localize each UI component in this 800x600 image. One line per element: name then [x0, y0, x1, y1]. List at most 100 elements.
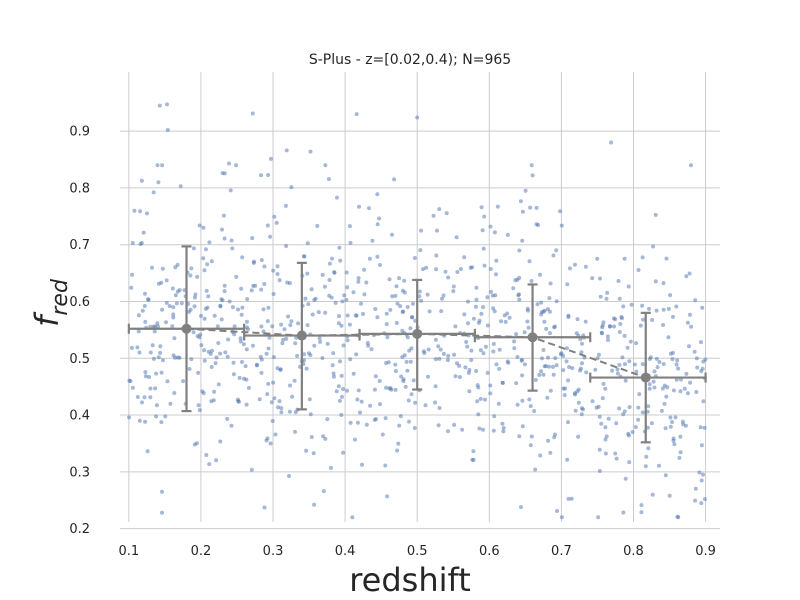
x-tick-label: 0.1 — [118, 544, 139, 559]
scatter-point — [388, 386, 393, 391]
scatter-point — [538, 453, 543, 458]
scatter-point — [128, 379, 133, 384]
scatter-point — [689, 163, 693, 168]
y-tick-label: 0.9 — [69, 125, 90, 140]
scatter-point — [155, 163, 160, 168]
scatter-point — [497, 366, 502, 371]
scatter-point — [373, 374, 378, 379]
scatter-point — [279, 410, 284, 415]
scatter-point — [202, 358, 207, 363]
scatter-point — [627, 359, 632, 364]
scatter-point — [694, 390, 699, 394]
scatter-point — [249, 467, 254, 472]
scatter-point — [684, 274, 689, 279]
scatter-point — [693, 498, 698, 503]
scatter-point — [323, 436, 328, 441]
scatter-point — [703, 357, 708, 362]
scatter-point — [174, 301, 179, 306]
scatter-point — [375, 222, 380, 227]
scatter-point — [284, 244, 289, 248]
scatter-point — [354, 112, 359, 117]
scatter-point — [534, 222, 539, 227]
scatter-point — [458, 267, 463, 271]
scatter-point — [181, 379, 186, 384]
scatter-point — [163, 414, 168, 419]
scatter-point — [408, 326, 413, 331]
scatter-point — [383, 463, 388, 468]
scatter-point — [272, 396, 277, 401]
scatter-point — [317, 336, 322, 341]
scatter-point — [202, 348, 207, 353]
scatter-point — [364, 422, 369, 427]
scatter-point — [339, 323, 344, 328]
scatter-point — [259, 173, 263, 178]
scatter-point — [192, 304, 197, 309]
scatter-point — [622, 333, 627, 338]
scatter-point — [481, 351, 486, 356]
scatter-point — [259, 287, 264, 292]
scatter-point — [344, 297, 349, 302]
scatter-point — [499, 319, 503, 324]
scatter-point — [605, 290, 610, 295]
scatter-point — [693, 486, 698, 491]
scatter-point — [213, 361, 218, 366]
scatter-point — [375, 315, 380, 320]
scatter-point — [405, 335, 410, 340]
scatter-point — [284, 148, 289, 153]
scatter-point — [277, 399, 282, 404]
scatter-point — [148, 350, 153, 355]
scatter-point — [661, 323, 666, 327]
scatter-point — [584, 370, 589, 375]
scatter-point — [321, 434, 326, 439]
scatter-point — [516, 293, 521, 298]
scatter-point — [330, 363, 335, 368]
scatter-point — [331, 351, 336, 356]
scatter-point — [419, 228, 424, 233]
scatter-point — [264, 351, 269, 356]
scatter-point — [305, 241, 310, 246]
binned-point — [127, 245, 246, 413]
scatter-point — [590, 276, 595, 281]
scatter-point — [322, 284, 327, 289]
scatter-point — [384, 311, 389, 316]
scatter-point — [337, 314, 342, 319]
scatter-point — [542, 364, 547, 369]
scatter-point — [412, 256, 417, 260]
scatter-point — [431, 213, 436, 218]
scatter-point — [623, 476, 628, 481]
scatter-point — [351, 371, 356, 376]
scatter-point — [408, 359, 413, 364]
scatter-point — [145, 449, 150, 454]
x-tick-label: 0.5 — [407, 544, 428, 559]
scatter-point — [304, 366, 309, 371]
scatter-point — [209, 399, 214, 404]
scatter-point — [249, 288, 254, 293]
scatter-point — [668, 293, 673, 298]
scatter-point — [240, 255, 245, 260]
scatter-point — [528, 404, 533, 409]
scatter-point — [168, 401, 173, 406]
x-tick-label: 0.9 — [695, 544, 716, 559]
scatter-point — [156, 355, 161, 360]
scatter-point — [471, 316, 476, 321]
scatter-point — [568, 266, 572, 271]
scatter-point — [347, 224, 352, 229]
scatter-point — [474, 285, 479, 290]
scatter-point — [355, 420, 360, 425]
scatter-point — [265, 319, 270, 324]
scatter-point — [437, 406, 442, 410]
scatter-point — [662, 383, 667, 388]
scatter-point — [455, 270, 460, 274]
scatter-point — [438, 347, 443, 352]
scatter-point — [687, 271, 692, 276]
scatter-point — [292, 378, 297, 383]
scatter-point — [150, 265, 154, 270]
scatter-point — [604, 434, 609, 439]
scatter-point — [453, 324, 458, 329]
scatter-point — [218, 304, 223, 309]
scatter-point — [616, 279, 621, 283]
scatter-point — [640, 362, 645, 367]
scatter-point — [659, 408, 664, 413]
scatter-point — [195, 274, 200, 279]
scatter-point — [650, 492, 655, 497]
